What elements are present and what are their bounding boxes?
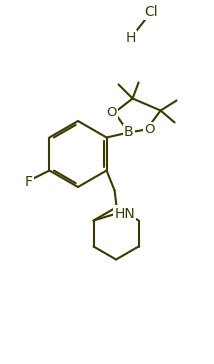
Text: Cl: Cl	[144, 5, 158, 19]
Text: O: O	[144, 123, 155, 136]
Text: H: H	[126, 31, 136, 45]
Text: HN: HN	[114, 206, 135, 221]
Text: F: F	[24, 175, 33, 190]
Text: B: B	[124, 126, 133, 139]
Text: O: O	[106, 106, 117, 119]
